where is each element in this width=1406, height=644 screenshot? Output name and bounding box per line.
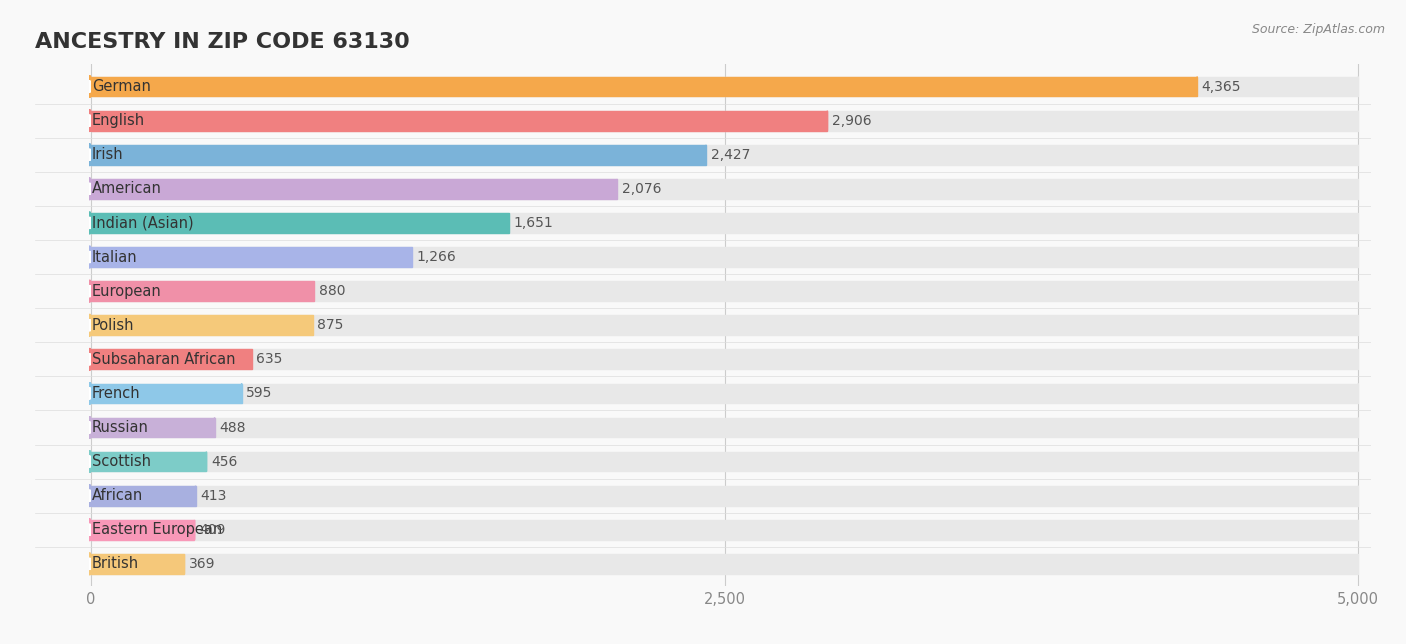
Text: 2,076: 2,076	[621, 182, 661, 196]
Bar	[91, 520, 194, 540]
Text: European: European	[91, 283, 162, 299]
Bar	[91, 520, 1358, 540]
Bar	[91, 77, 1197, 97]
Bar	[91, 384, 1358, 403]
Bar	[91, 554, 1358, 574]
Text: 880: 880	[319, 284, 344, 298]
Bar	[91, 281, 314, 301]
Bar	[91, 145, 706, 165]
Bar	[91, 179, 617, 199]
Bar	[91, 213, 1358, 233]
Text: Source: ZipAtlas.com: Source: ZipAtlas.com	[1251, 23, 1385, 35]
Text: 635: 635	[256, 352, 283, 366]
Text: 875: 875	[318, 318, 343, 332]
Bar	[91, 417, 215, 437]
Text: 409: 409	[200, 523, 225, 537]
Text: American: American	[91, 182, 162, 196]
Bar	[91, 281, 1358, 301]
Bar	[91, 417, 1358, 437]
Bar	[91, 247, 412, 267]
Bar	[91, 111, 827, 131]
Text: Eastern European: Eastern European	[91, 522, 222, 537]
Bar	[91, 111, 1358, 131]
Bar	[91, 316, 312, 335]
Text: 2,427: 2,427	[710, 147, 749, 162]
Text: Russian: Russian	[91, 420, 149, 435]
Text: 369: 369	[188, 557, 215, 571]
Text: 456: 456	[211, 455, 238, 469]
Bar	[91, 213, 509, 233]
Bar	[91, 316, 1358, 335]
Text: Indian (Asian): Indian (Asian)	[91, 216, 194, 231]
Text: Irish: Irish	[91, 147, 124, 162]
Bar	[91, 350, 252, 369]
Bar	[91, 384, 242, 403]
Text: 488: 488	[219, 421, 246, 435]
Bar	[91, 350, 1358, 369]
Text: 1,651: 1,651	[515, 216, 554, 230]
Bar	[91, 77, 1358, 97]
Bar	[91, 554, 184, 574]
Text: 4,365: 4,365	[1202, 80, 1241, 93]
Bar	[91, 486, 1358, 506]
Text: ANCESTRY IN ZIP CODE 63130: ANCESTRY IN ZIP CODE 63130	[35, 32, 411, 52]
Text: 595: 595	[246, 386, 273, 401]
Bar	[91, 486, 195, 506]
Text: Polish: Polish	[91, 317, 135, 333]
Text: French: French	[91, 386, 141, 401]
Text: English: English	[91, 113, 145, 128]
Text: German: German	[91, 79, 150, 94]
Bar	[91, 451, 207, 471]
Text: 413: 413	[200, 489, 226, 503]
Text: African: African	[91, 488, 143, 503]
Text: British: British	[91, 556, 139, 571]
Text: Italian: Italian	[91, 249, 138, 265]
Bar	[91, 145, 1358, 165]
Bar	[91, 451, 1358, 471]
Text: 2,906: 2,906	[832, 113, 872, 128]
Text: Scottish: Scottish	[91, 454, 150, 469]
Text: Subsaharan African: Subsaharan African	[91, 352, 235, 367]
Bar	[91, 247, 1358, 267]
Bar	[91, 179, 1358, 199]
Text: 1,266: 1,266	[416, 250, 456, 264]
